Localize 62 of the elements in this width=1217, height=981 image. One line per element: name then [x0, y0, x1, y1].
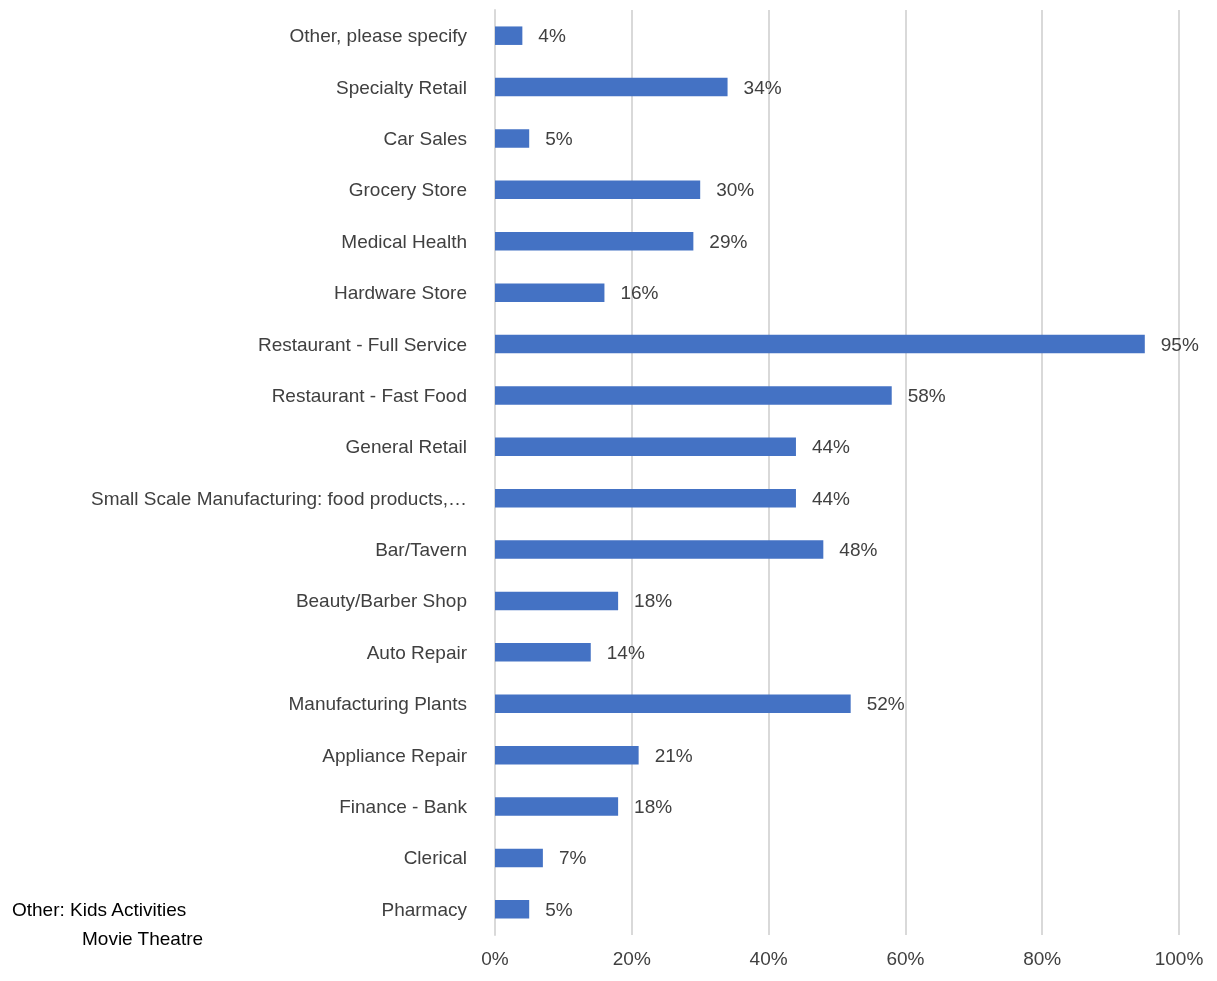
- y-tick-label: Finance - Bank: [339, 796, 468, 818]
- data-label: 30%: [716, 179, 755, 201]
- bar: [495, 745, 639, 765]
- bar: [495, 386, 892, 405]
- y-tick-label: General Retail: [345, 436, 467, 458]
- data-label: 4%: [538, 25, 566, 47]
- text: Movie Theatre: [82, 928, 204, 949]
- data-label: 44%: [811, 436, 851, 458]
- data-label: 18%: [634, 590, 673, 612]
- y-tick-label: Beauty/Barber Shop: [295, 590, 467, 612]
- bar: [495, 334, 1145, 354]
- data-label: 95%: [1160, 333, 1199, 355]
- data-label: 29%: [709, 230, 748, 252]
- data-label: 7%: [558, 847, 587, 869]
- bar: [495, 694, 851, 713]
- x-tick-label: 100%: [1154, 948, 1204, 969]
- bar: [495, 848, 543, 868]
- data-label: 44%: [811, 487, 851, 509]
- bar: [495, 232, 694, 251]
- bar: [495, 900, 530, 919]
- y-tick-label: Car Sales: [383, 127, 467, 149]
- bar: [495, 797, 619, 816]
- y-tick-label: Pharmacy: [381, 898, 468, 920]
- bar: [495, 488, 796, 508]
- y-tick-label: Clerical: [403, 847, 467, 869]
- bar: [495, 591, 619, 611]
- y-tick-label: Bar/Tavern: [375, 539, 467, 561]
- data-label: 48%: [839, 539, 878, 561]
- data-label: 5%: [545, 898, 573, 920]
- x-tick-label: 40%: [749, 948, 788, 969]
- x-tick-label: 20%: [612, 948, 651, 969]
- y-tick-label: Medical Health: [341, 230, 467, 252]
- y-tick-label: Grocery Store: [348, 179, 467, 201]
- y-tick-label: Auto Repair: [366, 641, 468, 663]
- data-label: 5%: [545, 127, 573, 149]
- x-tick-label: 60%: [886, 948, 925, 969]
- data-label: 34%: [743, 76, 782, 98]
- y-tick-label: Other, please specify: [289, 25, 468, 47]
- y-tick-label: Specialty Retail: [336, 76, 467, 98]
- bar: [495, 437, 796, 457]
- data-label: 21%: [654, 744, 693, 766]
- data-label: 16%: [620, 282, 659, 304]
- text: Other: Kids Activities: [12, 899, 187, 920]
- y-tick-label: Hardware Store: [333, 282, 467, 304]
- data-label: 18%: [634, 796, 673, 818]
- bar: [495, 643, 591, 662]
- bar: [495, 540, 824, 559]
- x-tick-label: 0%: [481, 948, 509, 969]
- x-tick-label: 80%: [1023, 948, 1062, 969]
- y-tick-label: Manufacturing Plants: [288, 693, 467, 715]
- y-tick-label: Appliance Repair: [322, 744, 468, 766]
- data-label: 58%: [907, 384, 946, 406]
- bar: [495, 283, 605, 302]
- bar: [495, 129, 530, 148]
- data-label: 52%: [866, 693, 905, 715]
- bar: [495, 26, 523, 45]
- y-tick-label: Restaurant - Fast Food: [271, 384, 467, 406]
- y-tick-label: Small Scale Manufacturing: food products,…: [91, 487, 467, 509]
- data-label: 14%: [606, 641, 645, 663]
- y-tick-label: Restaurant - Full Service: [257, 333, 467, 355]
- bar: [495, 77, 728, 97]
- bar: [495, 180, 701, 200]
